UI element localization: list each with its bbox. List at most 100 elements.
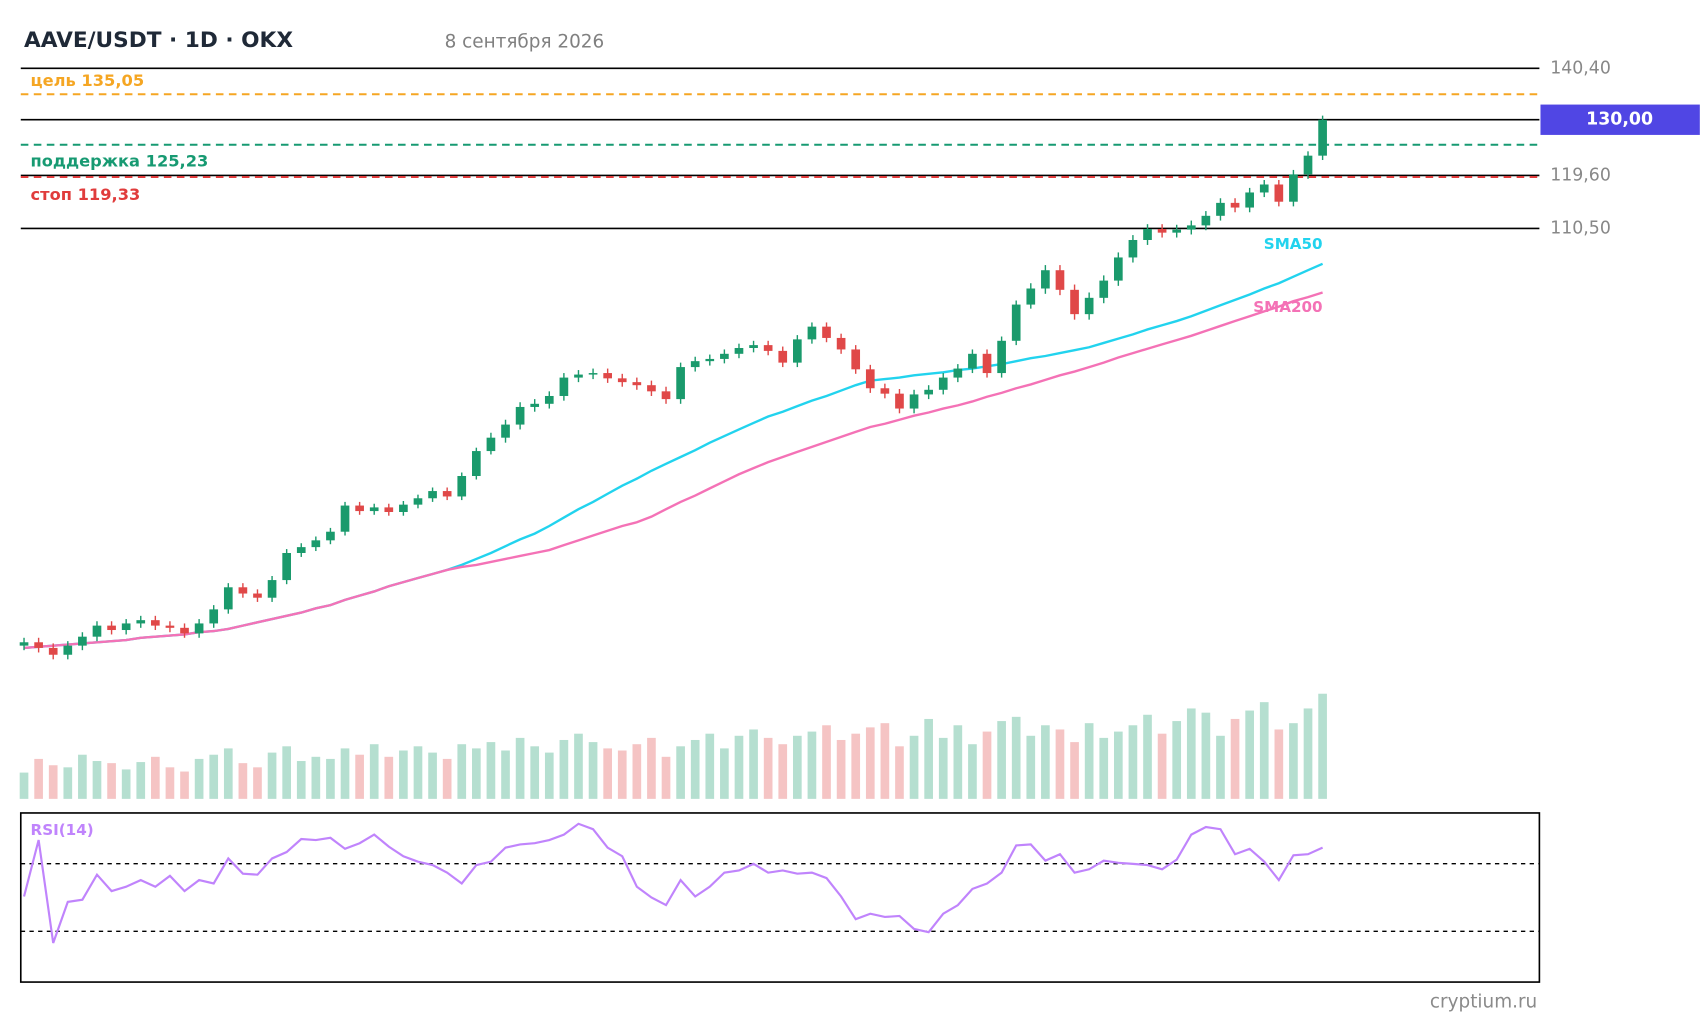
volume-bar [793, 735, 802, 799]
y-tick-label: 119,60 [1550, 165, 1611, 185]
volume-bar [632, 744, 642, 799]
volume-bar [399, 750, 408, 799]
candle-body [442, 491, 452, 497]
candle-body [1289, 174, 1298, 202]
candle-body [1201, 215, 1211, 226]
volume-bar [1274, 729, 1284, 799]
candle-body [1216, 202, 1225, 216]
volume-bar [238, 763, 248, 799]
volume-bar [1157, 733, 1167, 799]
candle-body [282, 552, 291, 581]
candle-body [472, 451, 481, 476]
candle-body [399, 504, 408, 512]
volume-bar [63, 767, 73, 799]
volume-bar [1172, 721, 1182, 799]
volume-bar [486, 742, 496, 799]
candle-body [107, 625, 116, 631]
volume-bar [209, 754, 219, 799]
volume-bar [194, 758, 204, 799]
volume-bar [1113, 731, 1123, 799]
volume-bar [501, 750, 510, 799]
volume-bar [48, 765, 58, 799]
volume-bar [442, 758, 452, 799]
volume-bar [326, 758, 335, 799]
y-tick-label: 140,40 [1550, 58, 1611, 78]
volume-bar [880, 723, 890, 799]
sma-line [23, 262, 1324, 650]
candle-body [253, 593, 262, 598]
candle-body [822, 326, 831, 338]
volume-bar [997, 721, 1006, 799]
volume-bar [296, 761, 306, 799]
candle-body [1041, 270, 1050, 289]
candle-body [530, 403, 540, 407]
volume-bar [1245, 710, 1254, 799]
rsi-panel [19, 812, 1541, 983]
candle-body [559, 377, 569, 396]
volume-bar [1143, 714, 1152, 799]
volume-bar [968, 744, 977, 799]
rsi-label: RSI(14) [31, 821, 94, 839]
volume-bar [457, 744, 467, 799]
last-price-box [1540, 104, 1700, 135]
candle-body [734, 347, 744, 354]
volume-bar [1026, 735, 1036, 799]
candle-body [121, 623, 131, 631]
candle-body [1186, 225, 1196, 230]
candle-body [369, 507, 379, 512]
volume-bar [705, 733, 715, 799]
candle-body [617, 378, 627, 383]
volume-bar [559, 739, 569, 799]
candle-body [836, 337, 846, 350]
candle-body [223, 587, 233, 610]
candle-body [209, 609, 219, 624]
volume-bar [282, 746, 291, 799]
volume-bar [1318, 693, 1327, 799]
level-label: поддержка 125,23 [31, 152, 209, 171]
candle-body [865, 369, 875, 389]
volume-bar [107, 763, 116, 799]
volume-bar [165, 767, 175, 799]
volume-bar [515, 737, 525, 799]
volume-bar [749, 729, 758, 799]
candle-body [194, 623, 204, 634]
volume-bar [311, 756, 321, 799]
volume-bar [355, 754, 364, 799]
volume-bar [574, 733, 583, 799]
candle-body [428, 491, 437, 499]
candle-body [1274, 184, 1284, 202]
candle-body [1230, 202, 1240, 208]
sma-line [23, 291, 1323, 650]
candle-body [953, 368, 963, 378]
volume-bar [734, 735, 744, 799]
chart-date: 8 сентября 2026 [445, 31, 605, 52]
candle-body [968, 353, 977, 369]
volume-bar [78, 754, 87, 799]
volume-bar [136, 762, 146, 799]
volume-bar [1084, 723, 1094, 799]
volume-bar [413, 746, 423, 799]
candle-body [457, 475, 467, 497]
volume-bar [1186, 708, 1196, 799]
volume-bar [603, 748, 612, 799]
candle-body [355, 505, 364, 512]
candle-body [793, 339, 802, 363]
candle-body [1143, 229, 1152, 240]
volume-bar [953, 725, 963, 799]
candle-body [1055, 270, 1065, 290]
candle-body [1113, 257, 1123, 281]
volume-bar [369, 744, 379, 799]
candle-body [982, 353, 992, 374]
candle-body [48, 647, 58, 655]
candle-body [705, 358, 715, 362]
last-price-label: 130,00 [1586, 110, 1653, 130]
candle-body [501, 424, 510, 438]
candle-body [807, 326, 817, 340]
candle-body [326, 531, 335, 541]
candle-body [851, 349, 861, 370]
volume-bar [428, 752, 437, 799]
candle-body [238, 587, 248, 594]
volume-bar [617, 750, 627, 799]
volume-bar [1041, 725, 1050, 799]
candle-body [165, 625, 175, 628]
